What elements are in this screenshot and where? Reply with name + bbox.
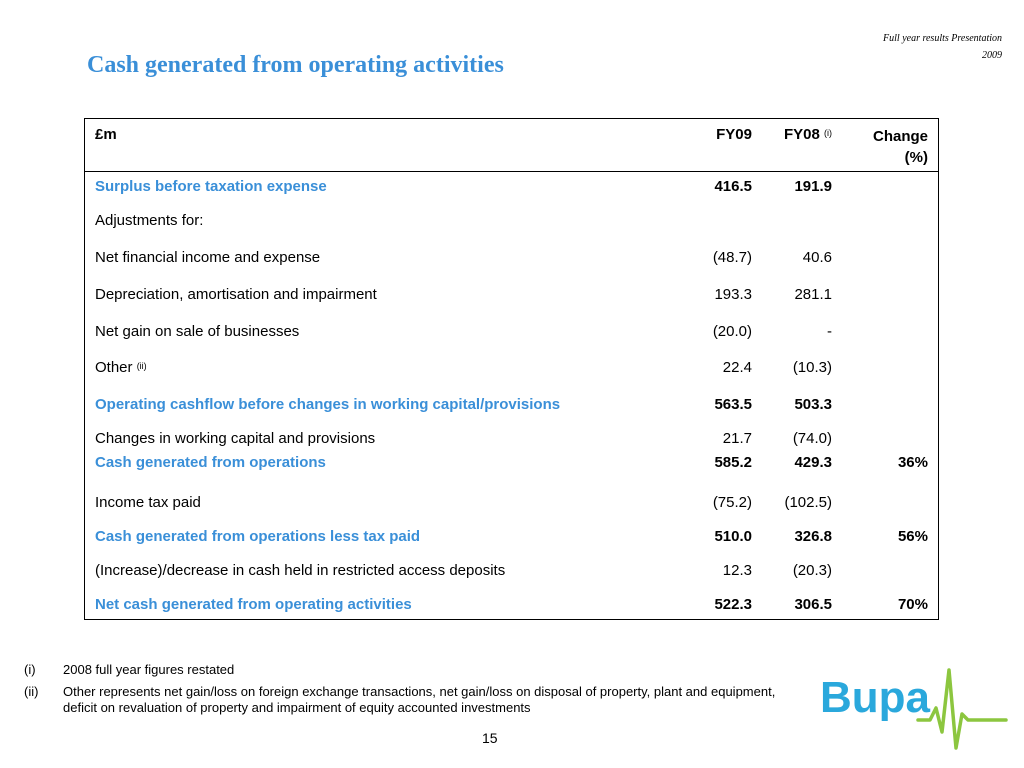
row-fy09: 22.4 xyxy=(722,359,752,376)
row-fy08: 281.1 xyxy=(794,286,832,303)
footnote: (ii) Other represents net gain/loss on f… xyxy=(24,684,784,716)
footnote-text: 2008 full year figures restated xyxy=(63,662,235,677)
row-fy08: (74.0) xyxy=(792,430,832,447)
column-header-change: Change (%) xyxy=(873,126,928,168)
row-label: Adjustments for: xyxy=(95,212,204,229)
row-fy08: (102.5) xyxy=(784,494,832,511)
fy08-footnote-ref: (i) xyxy=(824,128,832,138)
row-fy09: 563.5 xyxy=(714,396,752,413)
row-fy09: 193.3 xyxy=(714,286,752,303)
row-label: Income tax paid xyxy=(95,494,201,511)
row-label: Cash generated from operations xyxy=(95,454,326,471)
other-footnote-ref: (ii) xyxy=(136,361,147,371)
row-fy08: 306.5 xyxy=(794,596,832,613)
footnote: (i) 2008 full year figures restated xyxy=(24,662,784,678)
cash-flow-table: £m FY09 FY08 (i) Change (%) Surplus befo… xyxy=(84,118,939,620)
row-fy09: (20.0) xyxy=(712,323,752,340)
row-label: Net gain on sale of businesses xyxy=(95,323,300,340)
svg-text:Bupa: Bupa xyxy=(820,673,931,722)
row-fy09: (75.2) xyxy=(712,494,752,511)
row-label: Net cash generated from operating activi… xyxy=(95,596,412,613)
row-change: 56% xyxy=(897,528,928,545)
row-fy08: (20.3) xyxy=(792,562,832,579)
footnote-text: Other represents net gain/loss on foreig… xyxy=(63,684,776,715)
row-fy09: 510.0 xyxy=(714,528,752,545)
page-number: 15 xyxy=(482,730,498,746)
row-fy09: 21.7 xyxy=(722,430,752,447)
row-fy08: 191.9 xyxy=(794,178,832,195)
presentation-year: 2009 xyxy=(982,50,1002,61)
row-fy09: 522.3 xyxy=(714,596,752,613)
row-fy08: (10.3) xyxy=(792,359,832,376)
row-change: 36% xyxy=(897,454,928,471)
column-header-fy08: FY08 (i) xyxy=(784,126,832,144)
row-fy09: 416.5 xyxy=(714,178,752,195)
column-header-fy09: FY09 xyxy=(716,126,752,143)
bupa-logo: Bupa xyxy=(820,668,1008,750)
change-label: Change xyxy=(872,128,928,145)
change-unit: (%) xyxy=(904,149,928,166)
header-divider xyxy=(85,171,938,172)
row-label: Depreciation, amortisation and impairmen… xyxy=(95,286,377,303)
footnotes: (i) 2008 full year figures restated (ii)… xyxy=(24,662,784,722)
row-fy09: (48.7) xyxy=(712,249,752,266)
page-title: Cash generated from operating activities xyxy=(87,52,504,78)
row-label: Surplus before taxation expense xyxy=(95,178,327,195)
row-change: 70% xyxy=(897,596,928,613)
row-fy08: 40.6 xyxy=(802,249,832,266)
row-label: Net financial income and expense xyxy=(95,249,321,266)
footnote-marker: (i) xyxy=(24,662,36,677)
presentation-name: Full year results Presentation xyxy=(883,33,1002,44)
column-header-label: £m xyxy=(95,126,117,143)
presentation-header: Full year results Presentation 2009 xyxy=(883,30,1002,64)
other-label: Other xyxy=(95,359,133,376)
row-fy08: - xyxy=(827,323,832,340)
row-fy08: 326.8 xyxy=(794,528,832,545)
fy08-label: FY08 xyxy=(783,126,820,143)
row-label: (Increase)/decrease in cash held in rest… xyxy=(95,562,506,579)
row-fy08: 429.3 xyxy=(794,454,832,471)
row-fy09: 585.2 xyxy=(714,454,752,471)
row-label: Operating cashflow before changes in wor… xyxy=(95,396,561,413)
row-label: Other (ii) xyxy=(95,359,147,377)
row-label: Changes in working capital and provision… xyxy=(95,430,376,447)
row-label: Cash generated from operations less tax … xyxy=(95,528,421,545)
footnote-marker: (ii) xyxy=(24,684,39,699)
row-fy09: 12.3 xyxy=(722,562,752,579)
row-fy08: 503.3 xyxy=(794,396,832,413)
